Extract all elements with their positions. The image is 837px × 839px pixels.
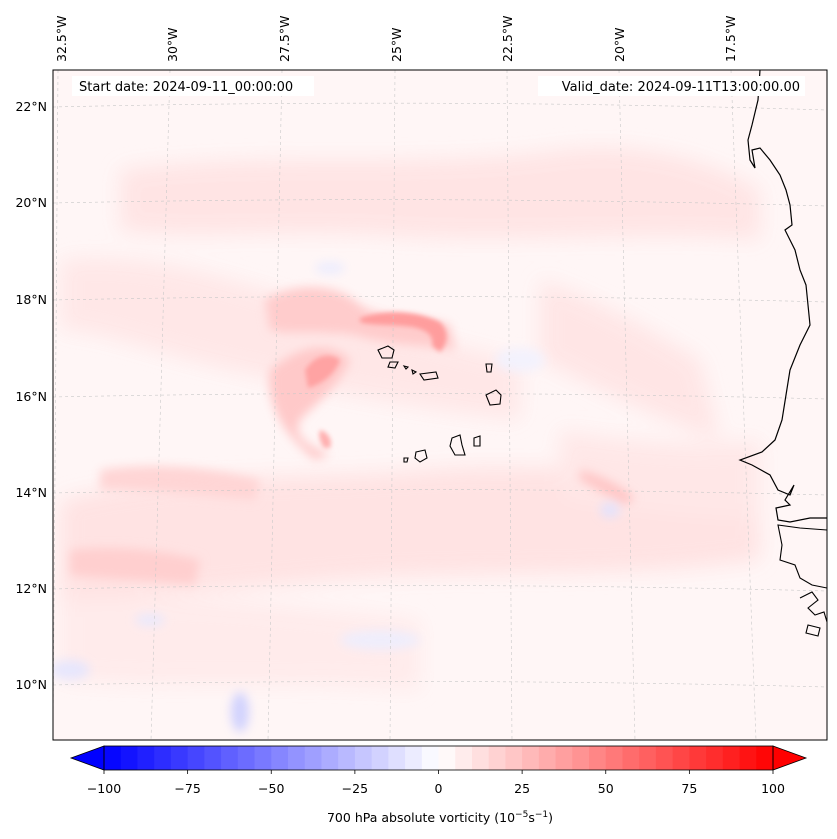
start-date-label: Start date: 2024-09-11_00:00:00 — [79, 80, 293, 95]
colorbar-segment — [722, 746, 741, 770]
colorbar-segment — [170, 746, 189, 770]
lon-tick-label: 17.5°W — [723, 16, 738, 62]
colorbar-segment — [405, 746, 423, 770]
gridlines — [53, 70, 827, 740]
valid-date-label: Valid_date: 2024-09-11T13:00:00.00 — [562, 80, 800, 95]
colorbar-segment — [137, 746, 155, 770]
colorbar-segment — [438, 746, 456, 770]
colorbar-segment — [488, 746, 507, 770]
map-panel — [53, 70, 827, 740]
colorbar-segment — [455, 746, 473, 770]
colorbar: −100 −75 −50 −25 0 25 50 75 100 700 hPa absolute… — [69, 745, 808, 825]
lon-tick-label: 32.5°W — [54, 16, 69, 62]
colorbar-segment — [120, 746, 139, 770]
lon-tick-label: 22.5°W — [500, 16, 515, 62]
colorbar-segment — [271, 746, 289, 770]
lat-tick-label: 22°N — [15, 99, 47, 114]
colorbar-segment — [505, 746, 523, 770]
lat-tick-label: 12°N — [15, 581, 47, 596]
colorbar-tick-label: −100 — [87, 781, 121, 796]
africa-coastline — [738, 70, 827, 523]
colorbar-ticks: −100 −75 −50 −25 0 25 50 75 100 — [87, 770, 785, 796]
colorbar-segment — [589, 746, 607, 770]
colorbar-segment — [739, 746, 757, 770]
lat-tick-label: 16°N — [15, 389, 47, 404]
lat-tick-label: 10°N — [15, 677, 47, 692]
colorbar-tick-label: 50 — [598, 781, 614, 796]
colorbar-segment — [655, 746, 674, 770]
colorbar-segment — [605, 746, 624, 770]
vorticity-field — [53, 147, 760, 732]
colorbar-segment — [287, 746, 306, 770]
colorbar-segment — [522, 746, 540, 770]
colorbar-max-extension — [772, 745, 808, 771]
colorbar-tick-label: −75 — [174, 781, 200, 796]
longitude-tick-labels: 32.5°W 30°W 27.5°W 25°W 22.5°W 20°W 17.5… — [54, 16, 738, 62]
colorbar-segment — [338, 746, 356, 770]
colorbar-tick-label: −50 — [258, 781, 284, 796]
colorbar-segment — [104, 746, 122, 770]
colorbar-tick-label: 75 — [681, 781, 697, 796]
colorbar-segment — [689, 746, 707, 770]
colorbar-tick-label: 25 — [514, 781, 530, 796]
latitude-tick-labels: 22°N 20°N 18°N 16°N 14°N 12°N 10°N — [15, 99, 47, 692]
colorbar-segment — [204, 746, 222, 770]
colorbar-segment — [187, 746, 205, 770]
colorbar-segment — [321, 746, 339, 770]
colorbar-segment — [371, 746, 389, 770]
colorbar-segment — [237, 746, 256, 770]
map-frame — [52, 69, 828, 741]
colorbar-segment — [354, 746, 373, 770]
colorbar-segments — [104, 746, 774, 770]
africa-coastline-south — [777, 524, 827, 637]
colorbar-segment — [221, 746, 239, 770]
lat-tick-label: 18°N — [15, 292, 47, 307]
colorbar-segment — [639, 746, 657, 770]
lat-tick-label: 20°N — [15, 195, 47, 210]
colorbar-segment — [555, 746, 573, 770]
lon-tick-label: 20°W — [612, 27, 627, 62]
colorbar-segment — [471, 746, 490, 770]
colorbar-segment — [756, 746, 774, 770]
colorbar-segment — [622, 746, 640, 770]
colorbar-tick-label: −25 — [342, 781, 368, 796]
cape-verde-islands — [377, 345, 502, 463]
colorbar-segment — [388, 746, 406, 770]
lat-tick-label: 14°N — [15, 485, 47, 500]
colorbar-segment — [154, 746, 172, 770]
colorbar-segment — [538, 746, 557, 770]
lon-tick-label: 27.5°W — [277, 16, 292, 62]
colorbar-segment — [672, 746, 690, 770]
lon-tick-label: 25°W — [389, 27, 404, 62]
start-date-box — [72, 76, 314, 96]
colorbar-segment — [304, 746, 323, 770]
colorbar-label: 700 hPa absolute vorticity (10−5s−1) — [327, 810, 553, 825]
valid-date-box — [538, 76, 805, 96]
colorbar-tick-label: 100 — [761, 781, 785, 796]
colorbar-tick-label: 0 — [435, 781, 443, 796]
colorbar-segment — [421, 746, 440, 770]
colorbar-segment — [572, 746, 590, 770]
colorbar-segment — [254, 746, 272, 770]
colorbar-segment — [706, 746, 724, 770]
colorbar-min-extension — [69, 745, 105, 771]
lon-tick-label: 30°W — [165, 27, 180, 62]
